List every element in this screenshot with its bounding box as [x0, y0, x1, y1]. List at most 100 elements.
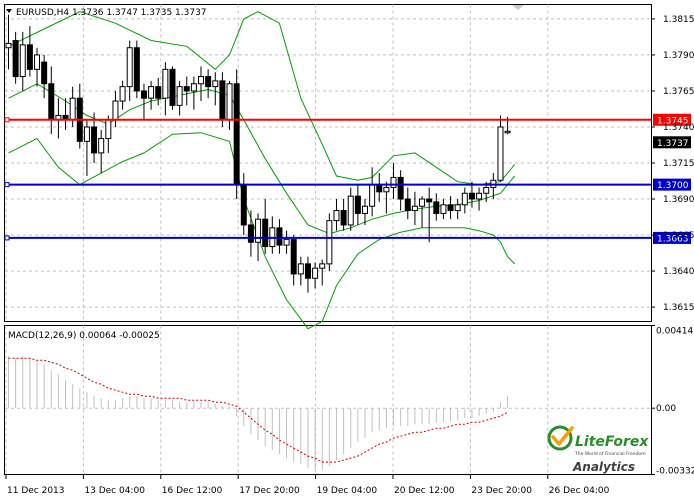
candle-body-bull — [390, 176, 397, 188]
candle — [326, 213, 333, 272]
candle — [162, 62, 169, 116]
price-tick-label: 1.3715 — [663, 159, 694, 169]
candle-body-bull — [69, 97, 76, 121]
candle-body-bear — [397, 176, 404, 200]
candle — [262, 199, 269, 254]
candle — [419, 196, 426, 228]
candle-body-bull — [119, 86, 126, 102]
candle — [304, 256, 311, 293]
candle-body-bull — [476, 192, 483, 200]
candle-body-bull — [5, 42, 12, 49]
candle — [440, 199, 447, 220]
candle — [312, 262, 319, 289]
level-price-label: 1.3700 — [657, 181, 689, 191]
candle-body-bear — [155, 86, 162, 99]
price-tick-label: 1.3615 — [663, 303, 694, 313]
candle-body-bear — [41, 61, 48, 85]
candle-body-bull — [255, 218, 262, 243]
candle-body-bear — [426, 198, 433, 203]
candle-body-bear — [91, 126, 98, 154]
candle-body-bull — [333, 210, 340, 222]
candle-body-bear — [169, 68, 176, 106]
candle-body-bull — [411, 205, 418, 212]
shift-marker-icon[interactable] — [512, 5, 524, 10]
candle-body-bull — [98, 138, 105, 154]
candle — [390, 163, 397, 200]
macd-title: MACD(12,26,9) 0.00064 -0.00025 — [8, 331, 160, 341]
candle-body-bear — [304, 263, 311, 279]
candle-body-bull — [319, 263, 326, 269]
time-tick-label: 23 Dec 20:00 — [471, 486, 532, 496]
price-axis: 1.3815 1.3790 1.3765 1.3740 1.3715 1.3690 1.36… — [651, 15, 694, 477]
time-tick-label: 13 Dec 04:00 — [84, 486, 145, 496]
macd-signal-line — [8, 357, 508, 463]
candle-body-bear — [48, 83, 55, 121]
candle-body-bull — [312, 267, 319, 279]
candle-body-bull — [105, 119, 112, 140]
candle — [205, 69, 212, 99]
price-tick-label: 1.3740 — [663, 123, 694, 133]
candle-body-bear — [233, 83, 240, 186]
candle — [447, 196, 454, 220]
candle — [454, 199, 461, 220]
macd-tick-label: 0.00 — [656, 404, 676, 414]
level-price-box — [653, 178, 691, 191]
candle-body-bull — [497, 126, 504, 181]
candle-body-bull — [112, 100, 119, 121]
candle — [347, 187, 354, 231]
candle — [404, 187, 411, 220]
symbol-dropdown-icon[interactable] — [6, 9, 12, 13]
price-tick-label: 1.3765 — [663, 87, 694, 97]
candle — [433, 193, 440, 221]
candle-body-bull — [162, 68, 169, 99]
candle-body-bull — [326, 220, 333, 265]
candle — [411, 191, 418, 225]
level-anchor[interactable] — [4, 182, 10, 188]
candle-body-bull — [190, 83, 197, 92]
level-anchor[interactable] — [4, 117, 10, 123]
candle-body-bull — [283, 238, 290, 246]
candle — [41, 54, 48, 99]
candle-body-bear — [26, 44, 33, 70]
candle-body-bear — [433, 201, 440, 214]
candle — [468, 181, 475, 208]
candle-body-bear — [276, 227, 283, 246]
candle — [26, 26, 33, 77]
logo-emblem-icon — [547, 425, 574, 451]
chart-header: EURUSD,H4 1.3736 1.3747 1.3735 1.3737 — [6, 8, 207, 18]
candle — [297, 256, 304, 286]
candle-body-bear — [468, 192, 475, 200]
time-tick-label: 19 Dec 04:00 — [317, 486, 378, 496]
candle — [5, 14, 12, 70]
time-axis: 11 Dec 2013 13 Dec 04:00 16 Dec 12:00 17 De… — [5, 475, 610, 496]
candle-body-bear — [219, 80, 226, 121]
macd-panel-frame — [4, 325, 652, 475]
candle-body-bull — [19, 44, 26, 78]
current-price-box — [653, 136, 691, 149]
candle — [126, 40, 133, 102]
candle-body-bear — [262, 218, 269, 248]
candle-body-bull — [383, 186, 390, 193]
candle-body-bull — [347, 195, 354, 226]
candle — [155, 77, 162, 106]
horizontal-levels[interactable]: 1.3745 1.3700 1.3663 1.3737 — [4, 113, 691, 245]
level-anchor[interactable] — [4, 235, 10, 241]
candle — [190, 76, 197, 110]
candle — [354, 184, 361, 225]
candle — [276, 219, 283, 254]
candle — [340, 199, 347, 231]
candle-body-bear — [354, 195, 361, 214]
time-tick-label: 16 Dec 12:00 — [162, 486, 223, 496]
candle — [283, 230, 290, 254]
candle-body-bear — [183, 86, 190, 92]
candle — [12, 31, 19, 84]
candle-body-bull — [198, 76, 205, 85]
candle — [133, 40, 140, 99]
candle-body-bear — [240, 184, 247, 226]
candle — [319, 259, 326, 286]
candle — [98, 129, 105, 174]
level-price-box — [653, 113, 691, 126]
main-chart-frame — [4, 4, 652, 322]
candle-body-bear — [205, 76, 212, 88]
